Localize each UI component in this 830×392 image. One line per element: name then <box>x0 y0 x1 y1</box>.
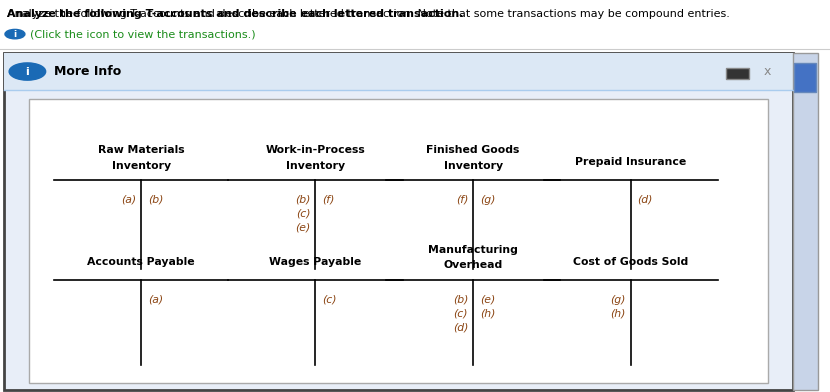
Text: Overhead: Overhead <box>443 260 503 270</box>
Text: Cost of Goods Sold: Cost of Goods Sold <box>574 256 688 267</box>
Text: Prepaid Insurance: Prepaid Insurance <box>575 156 686 167</box>
FancyBboxPatch shape <box>793 53 818 390</box>
Text: (d): (d) <box>452 322 468 332</box>
Text: More Info: More Info <box>54 65 121 78</box>
FancyBboxPatch shape <box>4 53 793 90</box>
Text: Inventory: Inventory <box>443 160 503 171</box>
Text: Inventory: Inventory <box>111 160 171 171</box>
FancyBboxPatch shape <box>29 99 768 383</box>
Text: Analyze the following T-accounts and describe each lettered transaction.: Analyze the following T-accounts and des… <box>7 9 463 19</box>
Circle shape <box>5 29 25 39</box>
Text: (h): (h) <box>480 309 496 319</box>
Text: Work-in-Process: Work-in-Process <box>266 145 365 155</box>
Text: (b): (b) <box>148 195 164 205</box>
Text: (e): (e) <box>295 222 310 232</box>
Text: i: i <box>26 67 29 76</box>
Text: i: i <box>13 30 17 38</box>
Text: Analyze the following T-accounts and describe each lettered transaction. Note th: Analyze the following T-accounts and des… <box>7 9 730 19</box>
Text: (d): (d) <box>637 195 653 205</box>
Text: Accounts Payable: Accounts Payable <box>87 256 195 267</box>
Text: (g): (g) <box>480 195 496 205</box>
FancyBboxPatch shape <box>726 68 749 79</box>
Text: (a): (a) <box>148 295 163 305</box>
Text: Finished Goods: Finished Goods <box>427 145 520 155</box>
Text: (c): (c) <box>296 209 310 219</box>
FancyBboxPatch shape <box>4 53 793 390</box>
Text: x: x <box>764 65 771 78</box>
Text: (c): (c) <box>322 295 336 305</box>
Text: (Click the icon to view the transactions.): (Click the icon to view the transactions… <box>30 29 256 39</box>
Circle shape <box>9 63 46 80</box>
Text: Wages Payable: Wages Payable <box>269 256 362 267</box>
Text: (a): (a) <box>121 195 136 205</box>
FancyBboxPatch shape <box>794 63 816 92</box>
Text: (f): (f) <box>456 195 468 205</box>
Text: (b): (b) <box>295 195 310 205</box>
Text: (b): (b) <box>452 295 468 305</box>
Text: (g): (g) <box>610 295 626 305</box>
Text: Manufacturing: Manufacturing <box>428 245 518 255</box>
Text: (h): (h) <box>610 309 626 319</box>
Text: (e): (e) <box>480 295 495 305</box>
Text: Raw Materials: Raw Materials <box>98 145 184 155</box>
Text: (f): (f) <box>322 195 334 205</box>
Text: (c): (c) <box>454 309 468 319</box>
Text: Inventory: Inventory <box>286 160 345 171</box>
